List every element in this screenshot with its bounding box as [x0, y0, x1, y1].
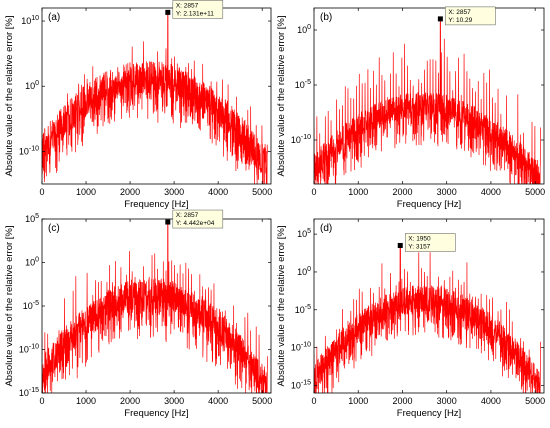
series-a	[42, 12, 268, 184]
panel-label-b: (b)	[320, 12, 332, 23]
datatip-box-d[interactable]	[405, 233, 456, 252]
panel-label-a: (a)	[48, 12, 60, 23]
y-axis-title-c: Absolute value of the relative error [%]	[4, 225, 15, 386]
x-tick-label-d-0: 0	[311, 396, 316, 406]
axes-box-d	[313, 218, 545, 394]
series-line-a	[42, 12, 268, 184]
datatip-marker-d[interactable]	[397, 242, 403, 248]
y-tick-label-b-0: 100	[297, 24, 311, 35]
y-axis-d: 10-15 10-10 10-5 100 105	[291, 228, 544, 390]
datatip-a[interactable]: X: 2857 Y: 2.131e+11	[165, 0, 224, 19]
datatip-marker-a[interactable]	[165, 9, 171, 15]
x-tick-label-d-3000: 3000	[437, 396, 457, 406]
datatip-c[interactable]: X: 2857 Y: 4.442e+04	[165, 209, 224, 229]
x-tick-label-d-5000: 5000	[525, 396, 545, 406]
x-tick-label-c-3000: 3000	[164, 396, 184, 406]
datatip-y-d: Y: 3157	[408, 243, 430, 250]
x-tick-label-a-3000: 3000	[164, 187, 184, 197]
datatip-x-b: X: 2857	[448, 9, 471, 16]
datatip-x-a: X: 2857	[176, 2, 199, 9]
y-axis-b: 10-10 10-5 100	[291, 24, 544, 145]
panel-a: 0 1000 2000 3000 4000 5000 10-10 100 1010 Frequ…	[4, 0, 272, 210]
x-axis-a: 0 1000 2000 3000 4000 5000	[39, 8, 272, 197]
x-axis-title-d: Frequency [Hz]	[397, 408, 461, 419]
x-tick-label-b-4000: 4000	[481, 187, 501, 197]
x-tick-label-b-1000: 1000	[348, 187, 368, 197]
datatip-y-c: Y: 4.442e+04	[176, 220, 215, 227]
y-axis-c: 10-15 10-10 10-5 100 105	[19, 213, 271, 398]
y-tick-label-d--10: 10-10	[291, 342, 311, 353]
series-line-c	[42, 221, 268, 393]
datatip-marker-b[interactable]	[437, 16, 443, 22]
x-tick-label-c-0: 0	[39, 396, 44, 406]
x-tick-label-a-1000: 1000	[76, 187, 96, 197]
x-tick-label-a-2000: 2000	[120, 187, 140, 197]
x-axis-title-c: Frequency [Hz]	[124, 408, 188, 419]
panel-label-c: (c)	[48, 223, 60, 234]
x-axis-title-b: Frequency [Hz]	[397, 199, 461, 210]
datatip-x-c: X: 2857	[176, 212, 199, 219]
y-tick-label-d-5: 105	[297, 228, 311, 239]
y-axis-a: 10-10 100 1010	[19, 15, 271, 156]
x-axis-c: 0 1000 2000 3000 4000 5000	[39, 219, 272, 406]
y-tick-label-c--10: 10-10	[19, 344, 39, 355]
y-tick-label-b--10: 10-10	[291, 134, 311, 145]
x-tick-label-d-4000: 4000	[481, 396, 501, 406]
datatip-x-d: X: 1950	[408, 235, 431, 242]
axes-box-a	[41, 7, 272, 185]
x-tick-label-b-0: 0	[311, 187, 316, 197]
x-tick-label-c-2000: 2000	[120, 396, 140, 406]
series-d	[314, 245, 541, 393]
x-tick-label-c-5000: 5000	[252, 396, 272, 406]
series-line-b	[314, 18, 541, 184]
y-tick-label-b--5: 10-5	[295, 79, 311, 90]
y-tick-label-c-0: 100	[25, 257, 39, 268]
y-tick-label-d--5: 10-5	[295, 304, 311, 315]
x-tick-label-a-4000: 4000	[208, 187, 228, 197]
x-axis-title-a: Frequency [Hz]	[124, 199, 188, 210]
x-axis-d: 0 1000 2000 3000 4000 5000	[311, 219, 545, 406]
series-c	[42, 221, 268, 393]
panel-label-d: (d)	[320, 223, 332, 234]
y-tick-label-a-0: 100	[25, 80, 39, 91]
datatip-y-a: Y: 2.131e+11	[176, 10, 214, 17]
datatip-box-c[interactable]	[172, 209, 224, 229]
panel-c: 0 1000 2000 3000 4000 5000 10-1510-1010-51001…	[4, 209, 272, 419]
y-axis-title-b: Absolute value of the relative error [%]	[276, 15, 287, 176]
x-tick-label-a-5000: 5000	[252, 187, 272, 197]
axes-box-b	[313, 7, 545, 185]
datatip-box-b[interactable]	[445, 6, 496, 26]
datatip-b[interactable]: X: 2857 Y: 10.29	[437, 6, 496, 26]
y-tick-label-d--15: 10-15	[291, 379, 311, 390]
x-tick-label-b-3000: 3000	[437, 187, 457, 197]
y-tick-label-a-10: 1010	[21, 15, 39, 26]
x-tick-label-b-2000: 2000	[392, 187, 412, 197]
panel-b: 0 1000 2000 3000 4000 5000 10-10 10-5 100 Frequ…	[276, 6, 545, 210]
y-tick-label-c--15: 10-15	[19, 387, 39, 398]
y-tick-label-c--5: 10-5	[23, 300, 39, 311]
datatip-box-a[interactable]	[172, 0, 224, 19]
datatip-d[interactable]: X: 1950 Y: 3157	[397, 233, 456, 252]
x-tick-label-b-5000: 5000	[525, 187, 545, 197]
x-tick-label-c-1000: 1000	[76, 396, 96, 406]
datatip-y-b: Y: 10.29	[448, 17, 472, 24]
x-tick-label-d-1000: 1000	[348, 396, 368, 406]
y-axis-title-a: Absolute value of the relative error [%]	[4, 15, 15, 176]
y-tick-label-a--10: 10-10	[19, 145, 39, 156]
panel-d: 0 1000 2000 3000 4000 5000 10-1510-1010-51001…	[276, 218, 545, 419]
x-tick-label-a-0: 0	[39, 187, 44, 197]
y-tick-label-c-5: 105	[25, 213, 39, 224]
y-axis-title-d: Absolute value of the relative error [%]	[276, 225, 287, 386]
series-line-d	[314, 245, 541, 393]
y-tick-label-d-0: 100	[297, 266, 311, 277]
x-tick-label-d-2000: 2000	[392, 396, 412, 406]
datatip-marker-c[interactable]	[165, 219, 171, 225]
series-b	[314, 18, 541, 184]
x-tick-label-c-4000: 4000	[208, 396, 228, 406]
